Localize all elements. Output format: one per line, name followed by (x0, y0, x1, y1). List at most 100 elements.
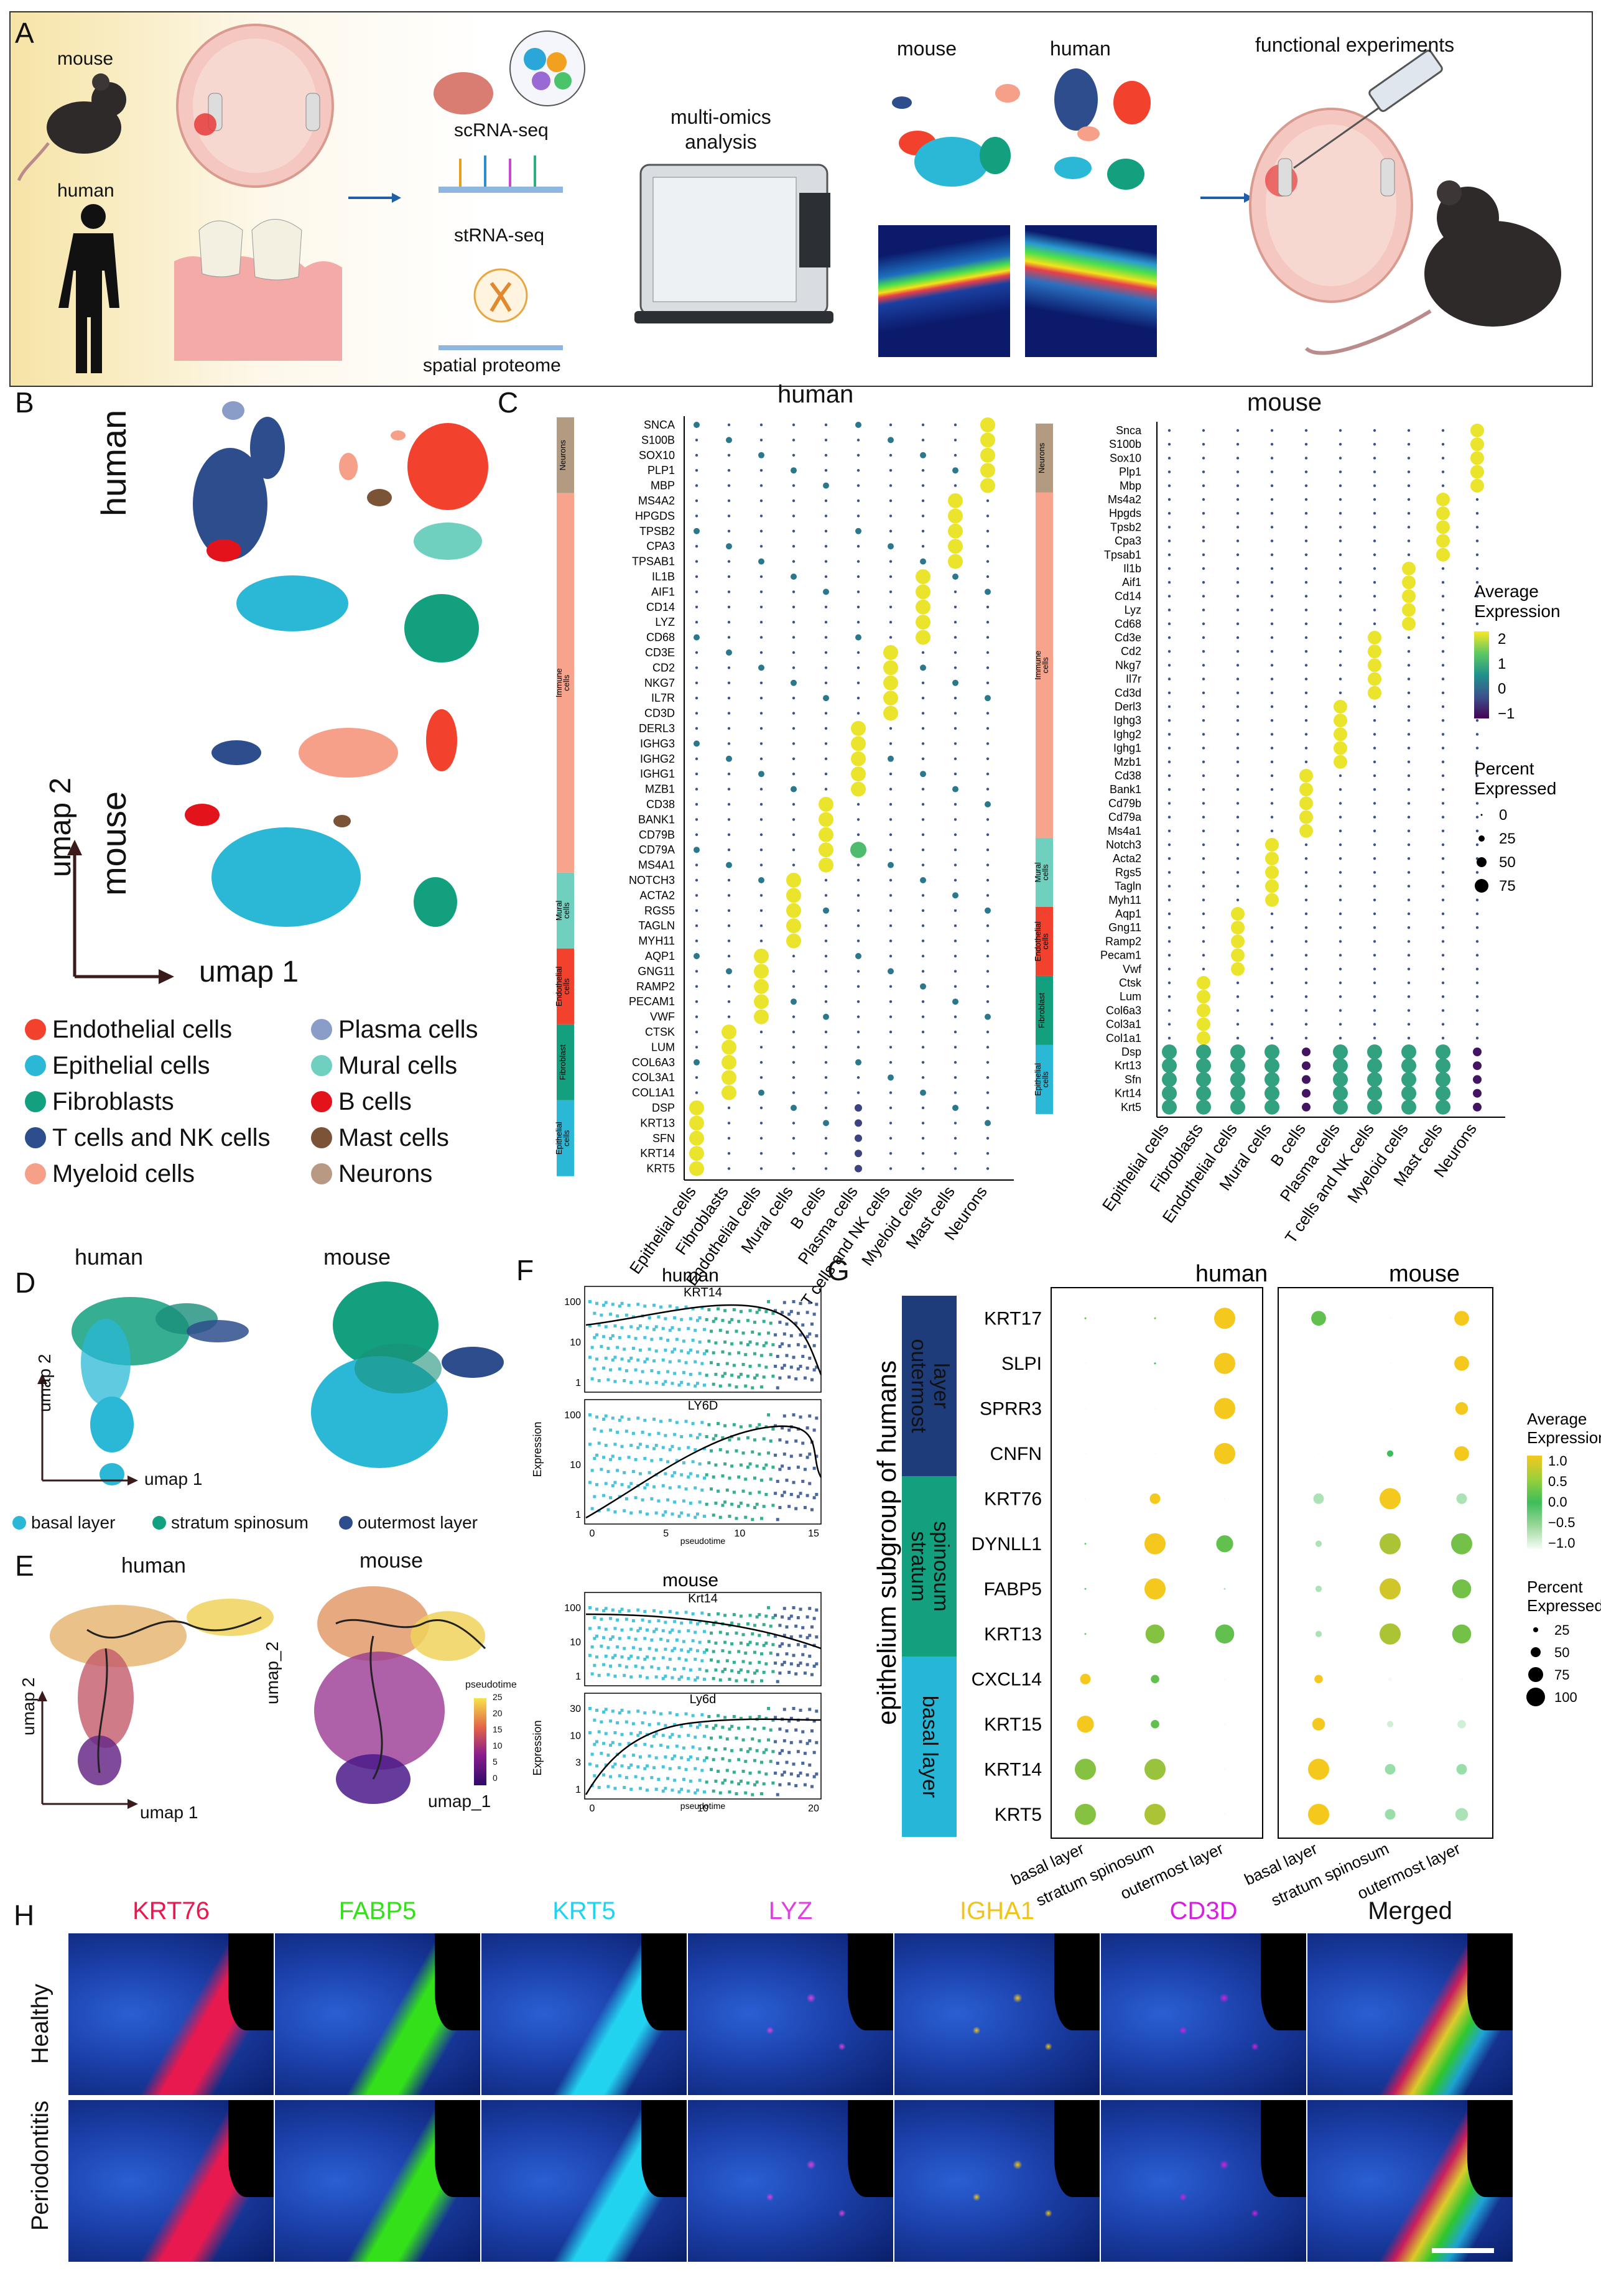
expr-krt14-human-point (753, 1352, 756, 1355)
dotplot-human-dot (727, 1136, 731, 1140)
expr-ly6d-human-point (650, 1497, 654, 1500)
dotplot-human-dot (856, 1030, 860, 1034)
dotplot-human-dot (695, 985, 698, 988)
expr-krt14-human-point (705, 1349, 708, 1353)
expr-ly6d-mouse-point (767, 1738, 771, 1742)
dotplot-human-dot (856, 985, 860, 988)
legend-swatch (311, 1019, 332, 1040)
dotplot-mouse-dot (1304, 967, 1308, 970)
dotplot-mouse-dot (1441, 1023, 1445, 1026)
expr-ly6d-human-point (629, 1482, 633, 1485)
dotplot-human-gene-label: CPA3 (646, 540, 675, 552)
dotplot-human-dot (856, 878, 860, 882)
dotplot-mouse-dot (1373, 733, 1376, 736)
dotplot-mouse-dot (1167, 733, 1171, 736)
expr-krt14-human-point (815, 1303, 819, 1306)
dotplot-mouse-dot (1202, 843, 1205, 847)
dotplot-mouse-dot (1202, 664, 1205, 667)
dotplot-mouse-gene-label: Ms4a1 (1108, 825, 1141, 837)
dotplot-human-dot (889, 453, 893, 457)
expr-krt14-human-point (698, 1340, 702, 1344)
dotplot-mouse-dot (1302, 1048, 1311, 1056)
traj-legend-label: basal layer (31, 1513, 116, 1532)
dotplot-human-dot (792, 484, 796, 487)
dotplot-mouse-dot (1441, 995, 1445, 998)
dotplot-mouse-dot (1304, 498, 1308, 501)
dotplot-human-dot (824, 423, 828, 427)
expr-ly6d-human-point (604, 1444, 608, 1448)
expr-ly6d-human-point (774, 1492, 777, 1495)
expr-ly6d-human-point (695, 1474, 699, 1478)
dotplot-human-dot (759, 681, 763, 684)
dotplot-mouse-dot (1373, 954, 1376, 957)
dotplot-human-dot (986, 1106, 990, 1110)
dotplot-pct-title: Expressed (1474, 779, 1556, 798)
dotplot-mouse-dot (1236, 664, 1240, 667)
dotplot-mouse-dot (1441, 664, 1445, 667)
expr-krt14-human-point (673, 1347, 677, 1351)
expr-krt14-mouse-point (595, 1655, 599, 1659)
dotplot-mouse-dot (1407, 1009, 1411, 1012)
dotplot-human-dot (727, 985, 731, 988)
dotplot-human-dot (824, 712, 828, 715)
expr-ly6d-human-point (684, 1487, 688, 1491)
expr-ly6d-mouse-point (613, 1731, 617, 1734)
dotplot-human-dot (695, 1091, 698, 1094)
expr-ly6d-human-point (652, 1485, 656, 1489)
expr-krt14-mouse-point (677, 1678, 681, 1681)
dotplot-mouse-gene-label: Cd3d (1115, 687, 1141, 699)
expr-krt14-human-point (803, 1345, 807, 1349)
dotplot-human-dot (954, 423, 957, 427)
dotplot-mouse-dot (1373, 567, 1376, 570)
expr-krt14-human-point (606, 1378, 610, 1382)
expr-ly6d-human-point (604, 1414, 608, 1418)
dotplot-human-dot (824, 499, 828, 503)
expr-ly6d-human-point (712, 1475, 715, 1479)
expr-krt14-mouse-point (602, 1636, 606, 1640)
dotplot-mouse-dot (1368, 644, 1381, 659)
expr-ly6d-human-ytick: 10 (570, 1460, 581, 1471)
expr-ly6d-mouse-point (794, 1784, 798, 1788)
expr-krt14-human-point (647, 1316, 651, 1319)
epi-human-dot (1075, 1759, 1096, 1780)
expr-ly6d-human-point (748, 1462, 752, 1466)
dotplot-mouse-dot (1407, 526, 1411, 529)
dotplot-human-dot (921, 469, 925, 472)
legend-label: Mast cells (338, 1123, 449, 1151)
expr-krt14-human-point (748, 1364, 752, 1368)
dotplot-mouse-dot (1373, 1036, 1376, 1040)
dotplot-human-dot (856, 712, 860, 715)
dotplot-human-dot (759, 423, 763, 427)
expr-ly6d-mouse-point (680, 1787, 684, 1791)
dotplot-human-dot (791, 786, 797, 792)
dotplot-human-dot (758, 558, 764, 565)
expr-ly6d-mouse-point (774, 1716, 777, 1719)
dotplot-mouse-dot (1339, 926, 1342, 929)
expr-ly6d-human-point (778, 1505, 782, 1509)
expr-ly6d-mouse-point (613, 1762, 617, 1766)
expr-ly6d-human-point (661, 1446, 665, 1449)
dotplot-mouse-dot (1373, 484, 1376, 487)
dotplot-mouse-gene-label: Lyz (1125, 604, 1141, 616)
expr-ly6d-human-frame (584, 1399, 822, 1525)
expr-ly6d-mouse-point (728, 1727, 731, 1731)
dotplot-human-dot (889, 484, 893, 487)
epi-group-label: stratum (907, 1531, 930, 1601)
dotplot-mouse-dot (1436, 547, 1450, 562)
expr-krt14-human-point (723, 1372, 727, 1375)
expr-krt14-mouse-point (629, 1675, 633, 1679)
expr-ly6d-mouse-point (643, 1711, 647, 1715)
dotplot-human-dot (883, 675, 898, 690)
epi-mouse-dot (1380, 1578, 1401, 1600)
dotplot-mouse-dot (1339, 967, 1342, 970)
dotplot-human-gene-label: MZB1 (645, 783, 675, 796)
dotplot-human-dot (856, 818, 860, 821)
expr-krt14-mouse-fit (585, 1613, 822, 1650)
dotplot-mouse-dot (1304, 539, 1308, 542)
expr-krt14-human-point (758, 1332, 761, 1336)
epi-human-dot (1214, 1443, 1235, 1464)
expr-krt14-human-point (796, 1311, 800, 1315)
expr-ly6d-mouse-point (691, 1745, 695, 1749)
expr-ly6d-mouse-point (751, 1737, 754, 1741)
dotplot-mouse-dot (1299, 796, 1313, 811)
